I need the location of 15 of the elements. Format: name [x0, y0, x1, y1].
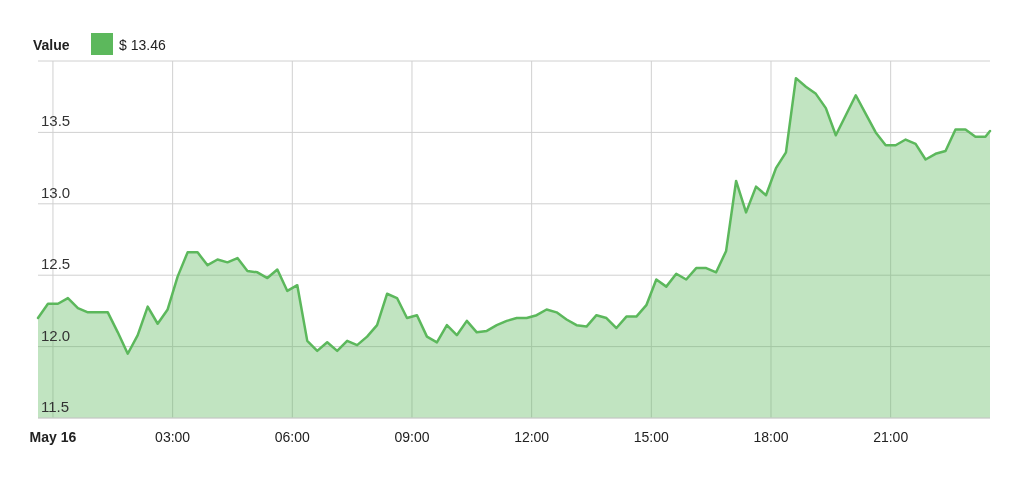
- x-tick-label: 06:00: [274, 429, 311, 445]
- x-tick-label: 03:00: [155, 429, 191, 445]
- y-tick-label: 12.0: [41, 326, 71, 344]
- legend-label: $ 13.46: [119, 37, 166, 53]
- legend-title: Value: [33, 37, 70, 53]
- y-tick-label: 13.0: [41, 183, 71, 201]
- x-tick-label: 21:00: [873, 429, 909, 445]
- x-tick-label: 18:00: [753, 429, 789, 445]
- y-tick-label: 12.5: [41, 255, 71, 273]
- y-tick-label: 11.5: [41, 398, 70, 415]
- y-tick-label: 13.5: [41, 112, 71, 130]
- x-tick-label: 15:00: [633, 429, 670, 445]
- x-tick-label: May 16: [29, 429, 77, 445]
- x-tick-label: 09:00: [394, 429, 430, 445]
- x-tick-label: 12:00: [514, 429, 550, 445]
